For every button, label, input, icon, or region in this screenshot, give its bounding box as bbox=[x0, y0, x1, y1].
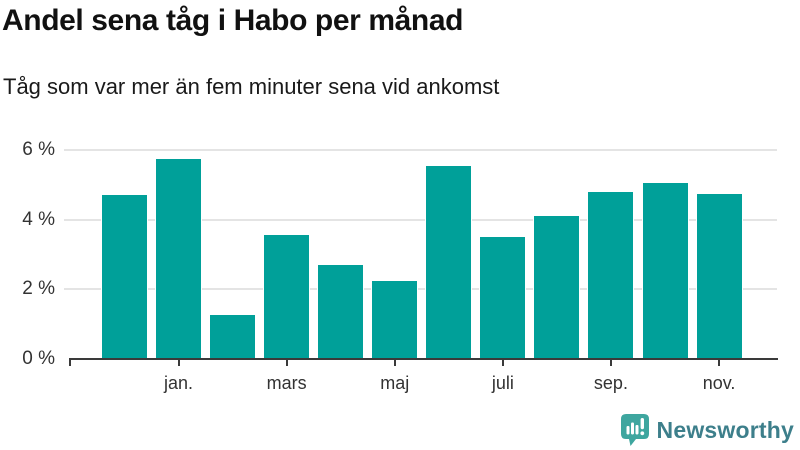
bar bbox=[696, 193, 742, 359]
x-axis-tick bbox=[69, 360, 71, 366]
x-axis-tick bbox=[718, 360, 721, 366]
bar bbox=[156, 158, 202, 359]
brand-footer: Newsworthy bbox=[620, 412, 794, 448]
bar bbox=[588, 191, 634, 359]
y-axis-tick-label: 4 % bbox=[22, 208, 55, 230]
bar bbox=[372, 280, 418, 359]
x-axis-line bbox=[69, 358, 778, 360]
y-axis-tick-label: 6 % bbox=[22, 139, 55, 161]
bar bbox=[642, 183, 688, 359]
x-axis-tick bbox=[501, 360, 504, 366]
y-axis-tick-label: 2 % bbox=[22, 278, 55, 300]
brand-name: Newsworthy bbox=[656, 416, 794, 443]
gridline-6 bbox=[64, 149, 777, 152]
bar bbox=[426, 165, 472, 359]
x-axis-tick-label: juli bbox=[491, 373, 514, 393]
logo-bar-3 bbox=[635, 425, 639, 435]
x-axis-tick-label: sep. bbox=[593, 373, 628, 393]
gridline-2 bbox=[64, 288, 777, 291]
chart-subtitle: Tåg som var mer än fem minuter sena vid … bbox=[3, 74, 500, 99]
bar bbox=[318, 264, 364, 359]
x-axis-tick bbox=[393, 360, 396, 366]
newsworthy-logo-icon bbox=[620, 414, 649, 446]
logo-exclamation-stem bbox=[640, 418, 644, 430]
bar bbox=[480, 237, 526, 359]
bar bbox=[534, 216, 580, 359]
bar bbox=[264, 235, 310, 359]
bar bbox=[210, 315, 256, 359]
logo-exclamation-dot bbox=[639, 431, 644, 436]
x-axis-tick-label: jan. bbox=[164, 373, 194, 393]
logo-bar-2 bbox=[630, 422, 634, 435]
chart-title: Andel sena tåg i Habo per månad bbox=[2, 4, 464, 37]
x-axis-tick-label: maj bbox=[380, 373, 410, 393]
bar bbox=[102, 195, 147, 359]
x-axis-tick-label: nov. bbox=[702, 373, 736, 393]
y-axis-tick-label: 0 % bbox=[22, 348, 55, 369]
x-axis-tick bbox=[609, 360, 612, 366]
gridline-4 bbox=[64, 218, 777, 221]
x-axis-tick-label: mars bbox=[266, 373, 307, 393]
x-axis-tick bbox=[285, 360, 288, 366]
x-axis-tick bbox=[177, 360, 180, 366]
logo-bar-1 bbox=[626, 426, 630, 435]
